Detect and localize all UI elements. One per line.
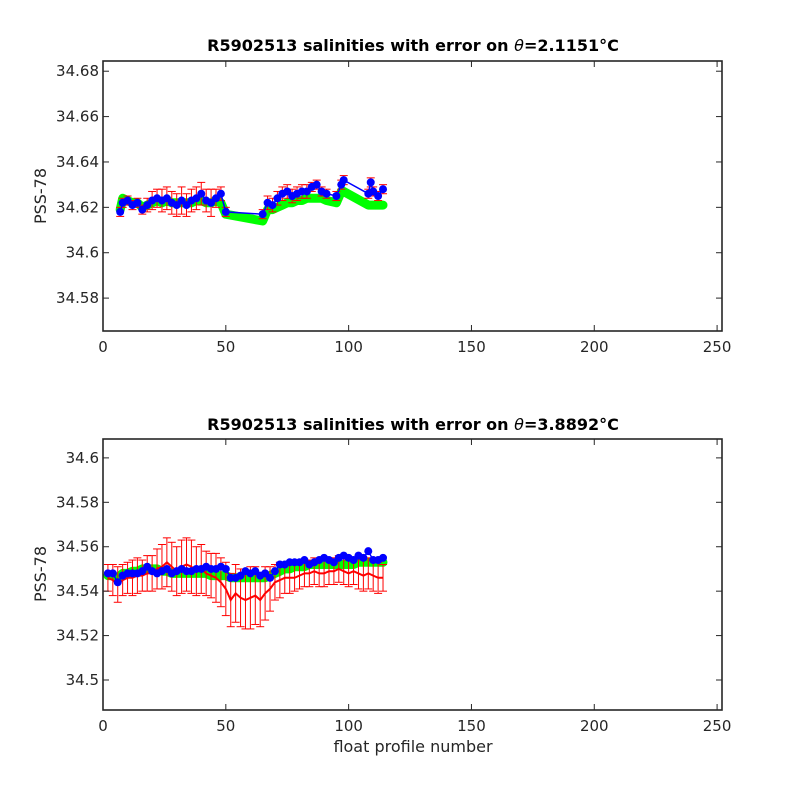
x-tick-label: 0 xyxy=(98,338,108,356)
salinity-point xyxy=(379,185,388,194)
salinity-point xyxy=(339,176,348,185)
chart-panel-bottom: R5902513 salinities with error on θ=3.88… xyxy=(31,415,731,756)
x-tick-label: 150 xyxy=(457,338,486,356)
y-tick-label: 34.58 xyxy=(56,493,99,511)
salinity-point xyxy=(108,569,117,578)
salinity-point xyxy=(116,207,125,216)
salinity-point xyxy=(366,178,375,187)
salinity-point xyxy=(221,207,230,216)
y-tick-label: 34.54 xyxy=(56,582,99,600)
title-prefix: R5902513 salinities with error on xyxy=(207,415,514,434)
y-axis-label: PSS-78 xyxy=(31,546,50,602)
y-tick-label: 34.62 xyxy=(56,198,99,216)
salinity-point xyxy=(332,192,341,200)
title-prefix: R5902513 salinities with error on xyxy=(207,36,514,55)
y-tick-label: 34.56 xyxy=(56,538,99,556)
x-tick-label: 150 xyxy=(457,717,486,735)
title-unit: °C xyxy=(599,36,619,55)
salinity-point xyxy=(364,547,373,556)
chart-panel-top: R5902513 salinities with error on θ=2.11… xyxy=(31,36,731,356)
y-axis-label: PSS-78 xyxy=(31,168,50,224)
title-value: =2.1151 xyxy=(524,36,599,55)
salinity-point xyxy=(216,189,225,198)
salinity-point xyxy=(322,189,331,198)
title-theta: θ xyxy=(514,36,524,55)
y-tick-label: 34.66 xyxy=(56,108,99,126)
axes-box xyxy=(102,60,723,332)
salinity-point xyxy=(197,189,206,198)
y-tick-label: 34.58 xyxy=(56,289,99,307)
y-tick-label: 34.6 xyxy=(66,449,99,467)
x-axis-label: float profile number xyxy=(333,737,493,756)
salinity-point xyxy=(268,201,277,210)
x-tick-label: 100 xyxy=(334,338,363,356)
axes-box xyxy=(102,438,723,711)
title-theta: θ xyxy=(514,415,524,434)
salinity-point xyxy=(374,192,383,200)
salinity-point xyxy=(266,573,275,582)
salinity-point xyxy=(113,578,122,587)
y-tick-label: 34.5 xyxy=(66,671,99,689)
salinity-point xyxy=(258,210,267,219)
title-unit: °C xyxy=(599,415,619,434)
salinity-point xyxy=(270,567,279,576)
x-tick-label: 50 xyxy=(216,338,235,356)
x-tick-label: 250 xyxy=(703,717,732,735)
y-tick-label: 34.64 xyxy=(56,153,99,171)
x-tick-label: 0 xyxy=(98,717,108,735)
salinity-point xyxy=(359,553,368,562)
salinity-point xyxy=(379,553,388,562)
y-tick-label: 34.6 xyxy=(66,244,99,262)
salinity-point xyxy=(221,564,230,573)
x-tick-label: 200 xyxy=(580,717,609,735)
chart-title: R5902513 salinities with error on θ=3.88… xyxy=(207,415,619,434)
salinity-point xyxy=(133,198,142,207)
title-value: =3.8892 xyxy=(524,415,599,434)
x-tick-label: 200 xyxy=(580,338,609,356)
x-tick-label: 50 xyxy=(216,717,235,735)
salinity-point xyxy=(312,180,321,189)
y-tick-label: 34.68 xyxy=(56,62,99,80)
chart-title: R5902513 salinities with error on θ=2.11… xyxy=(207,36,619,55)
y-tick-label: 34.52 xyxy=(56,627,99,645)
x-tick-label: 250 xyxy=(703,338,732,356)
x-tick-label: 100 xyxy=(334,717,363,735)
